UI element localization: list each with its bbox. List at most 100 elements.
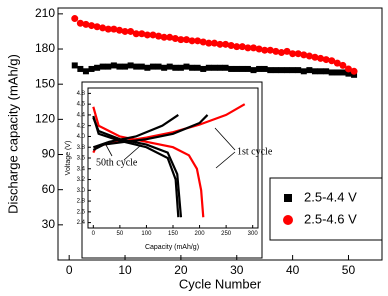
- annotation: 50th cycle: [96, 157, 138, 168]
- point: [227, 42, 235, 50]
- point: [222, 40, 230, 48]
- point: [233, 43, 241, 51]
- point: [261, 46, 269, 54]
- point: [105, 63, 112, 70]
- y-tick-label: 210: [35, 6, 55, 20]
- point: [256, 65, 263, 72]
- y-tick-label: 3.8: [77, 145, 86, 151]
- point: [93, 23, 101, 31]
- x-tick-label: 250: [221, 231, 232, 237]
- annotation: 1st cycle: [237, 146, 273, 157]
- point: [149, 31, 157, 39]
- point: [205, 39, 213, 47]
- point: [323, 68, 330, 75]
- y-tick-label: 3.4: [77, 166, 86, 172]
- point: [144, 64, 151, 71]
- x-tick-label: 20: [174, 263, 188, 277]
- y-tick-label: 2.8: [77, 199, 86, 205]
- point: [77, 65, 84, 72]
- curve: [92, 114, 179, 149]
- point: [115, 26, 123, 34]
- y-tick-label: 120: [35, 112, 55, 126]
- point: [188, 37, 196, 45]
- point: [250, 44, 258, 52]
- y-tick-label: 180: [35, 41, 55, 55]
- point: [94, 64, 101, 71]
- point: [344, 65, 352, 73]
- point: [295, 67, 302, 74]
- point: [267, 67, 274, 74]
- y-tick-label: 60: [42, 182, 56, 196]
- y-tick-label: 3.2: [77, 177, 86, 183]
- point: [283, 47, 291, 55]
- legend-marker: [283, 215, 293, 225]
- x-tick-label: 10: [118, 263, 132, 277]
- point: [289, 50, 297, 58]
- point: [104, 25, 112, 33]
- point: [171, 34, 179, 42]
- point: [311, 53, 319, 61]
- y-tick-label: 4.8: [77, 91, 86, 97]
- point: [194, 37, 202, 45]
- point: [189, 64, 196, 71]
- point: [266, 46, 274, 54]
- point: [82, 68, 89, 75]
- point: [278, 67, 285, 74]
- x-axis-label: Cycle Number: [179, 276, 262, 291]
- point: [149, 63, 156, 70]
- point: [339, 61, 347, 69]
- point: [277, 49, 285, 57]
- y-tick-label: 2.6: [77, 209, 86, 215]
- point: [166, 33, 174, 41]
- point: [238, 43, 246, 51]
- point: [334, 69, 341, 76]
- point: [228, 65, 235, 72]
- point: [322, 56, 330, 64]
- y-tick-label: 4.2: [77, 123, 86, 129]
- point: [177, 64, 184, 71]
- point: [250, 67, 257, 74]
- point: [182, 36, 190, 44]
- curve: [92, 115, 180, 218]
- point: [244, 65, 251, 72]
- point: [160, 33, 168, 41]
- point: [350, 67, 358, 75]
- y-tick-label: 30: [42, 217, 56, 231]
- point: [216, 40, 224, 48]
- x-tick-label: 200: [195, 231, 206, 237]
- legend-label: 2.5-4.4 V: [304, 189, 357, 204]
- point: [99, 24, 107, 32]
- y-tick-label: 2.4: [77, 220, 86, 226]
- legend-marker: [284, 194, 292, 202]
- y-tick-label: 4.0: [77, 134, 86, 140]
- point: [121, 27, 129, 35]
- legend: [269, 177, 383, 241]
- point: [88, 65, 95, 72]
- point: [244, 44, 252, 52]
- point: [300, 68, 307, 75]
- point: [161, 64, 168, 71]
- point: [143, 31, 151, 39]
- point: [99, 63, 106, 70]
- plot-frame: [57, 7, 383, 261]
- point: [211, 64, 218, 71]
- point: [155, 63, 162, 70]
- point: [261, 65, 268, 72]
- legend-label: 2.5-4.6 V: [304, 211, 357, 226]
- point: [284, 67, 291, 74]
- point: [239, 65, 246, 72]
- point: [305, 52, 313, 60]
- y-tick-label: 3.0: [77, 188, 86, 194]
- point: [328, 57, 336, 65]
- x-tick-label: 30: [230, 263, 244, 277]
- point: [183, 63, 190, 70]
- point: [345, 70, 352, 77]
- point: [177, 36, 185, 44]
- point: [294, 50, 302, 58]
- point: [127, 27, 135, 35]
- curve: [92, 106, 205, 218]
- x-tick-label: 150: [168, 231, 179, 237]
- point: [272, 47, 280, 55]
- point: [200, 65, 207, 72]
- x-tick-label: 0: [66, 263, 73, 277]
